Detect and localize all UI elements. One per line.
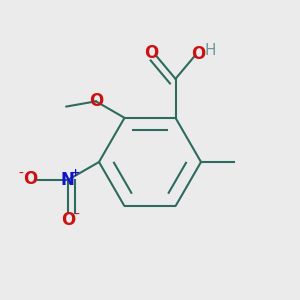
Text: O: O [191, 45, 205, 63]
Text: O: O [89, 92, 103, 110]
Text: +: + [71, 168, 80, 178]
Text: O: O [23, 169, 38, 188]
Text: H: H [204, 43, 215, 58]
Text: N: N [61, 171, 75, 189]
Text: O: O [145, 44, 159, 62]
Text: O: O [61, 211, 75, 229]
Text: -: - [74, 208, 79, 221]
Text: -: - [18, 167, 23, 180]
